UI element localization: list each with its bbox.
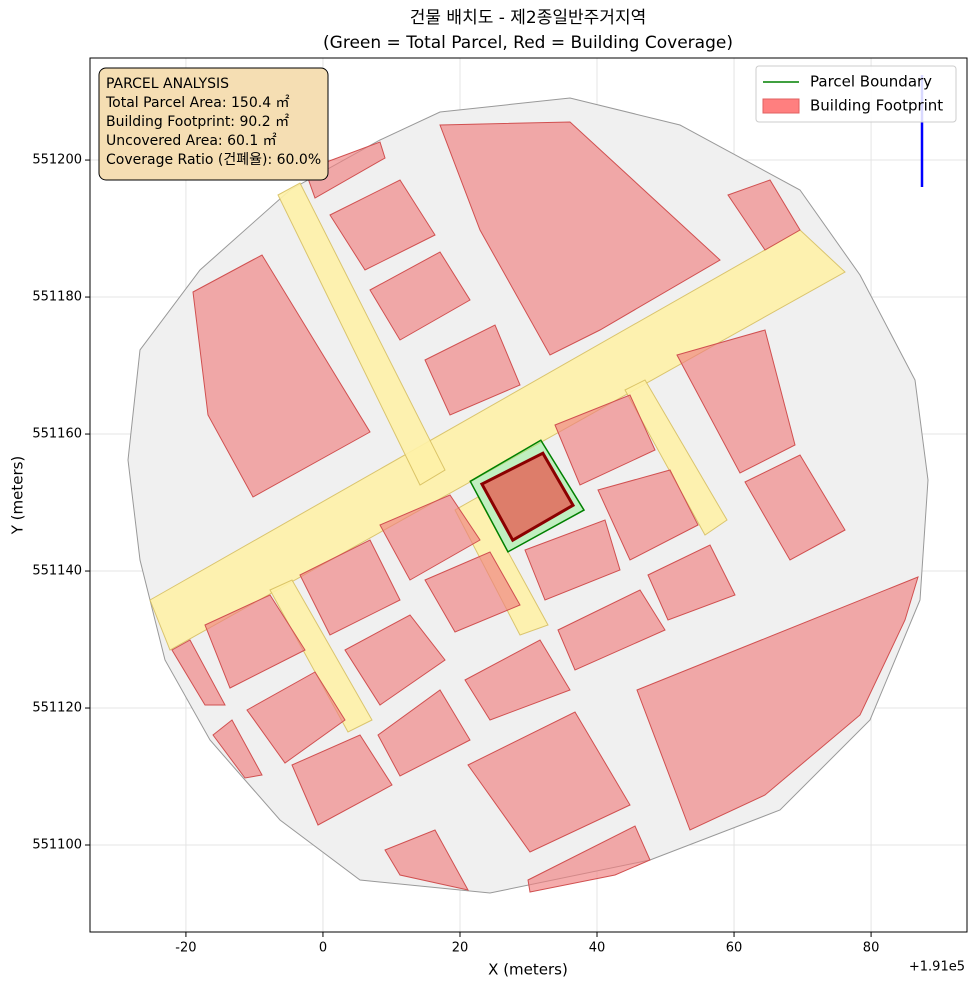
info-line: Total Parcel Area: 150.4 ㎡ [105,95,290,111]
y-tick-label: 551200 [32,153,82,168]
y-tick-label: 551140 [32,564,82,579]
x-tick-label: -20 [175,941,196,956]
legend-label: Parcel Boundary [810,73,932,91]
y-axis-label: Y (meters) [9,456,27,536]
info-box: PARCEL ANALYSIS Total Parcel Area: 150.4 … [98,67,329,181]
x-axis-label: X (meters) [488,961,568,979]
x-tick-label: 80 [863,941,880,956]
info-line: Building Footprint: 90.2 ㎡ [106,114,289,130]
x-tick-label: 20 [452,941,469,956]
legend-label: Building Footprint [810,97,943,115]
legend: Parcel Boundary Building Footprint [755,65,957,123]
x-tick-label: 40 [589,941,606,956]
y-tick-label: 551120 [32,701,82,716]
y-tick-label: 551180 [32,290,82,305]
building-polygon [479,451,576,543]
info-line: Coverage Ratio (건폐율): 60.0% [106,152,321,168]
x-tick-label: 60 [726,941,743,956]
legend-frame [755,65,957,123]
plot-frame [89,57,968,933]
y-tick-label: 551160 [32,427,82,442]
chart-subtitle: (Green = Total Parcel, Red = Building Co… [323,33,733,53]
y-tick-label: 551100 [32,838,82,853]
x-tick-label: 0 [319,941,327,956]
info-line: Uncovered Area: 60.1 ㎡ [106,133,277,149]
x-offset-label: +1.91e5 [909,960,965,975]
info-box-frame [98,67,329,181]
info-line: PARCEL ANALYSIS [106,76,229,92]
chart-title: 건물 배치도 - 제2종일반주거지역 [410,8,646,28]
data-layer [469,439,586,553]
legend-swatch [762,98,800,114]
